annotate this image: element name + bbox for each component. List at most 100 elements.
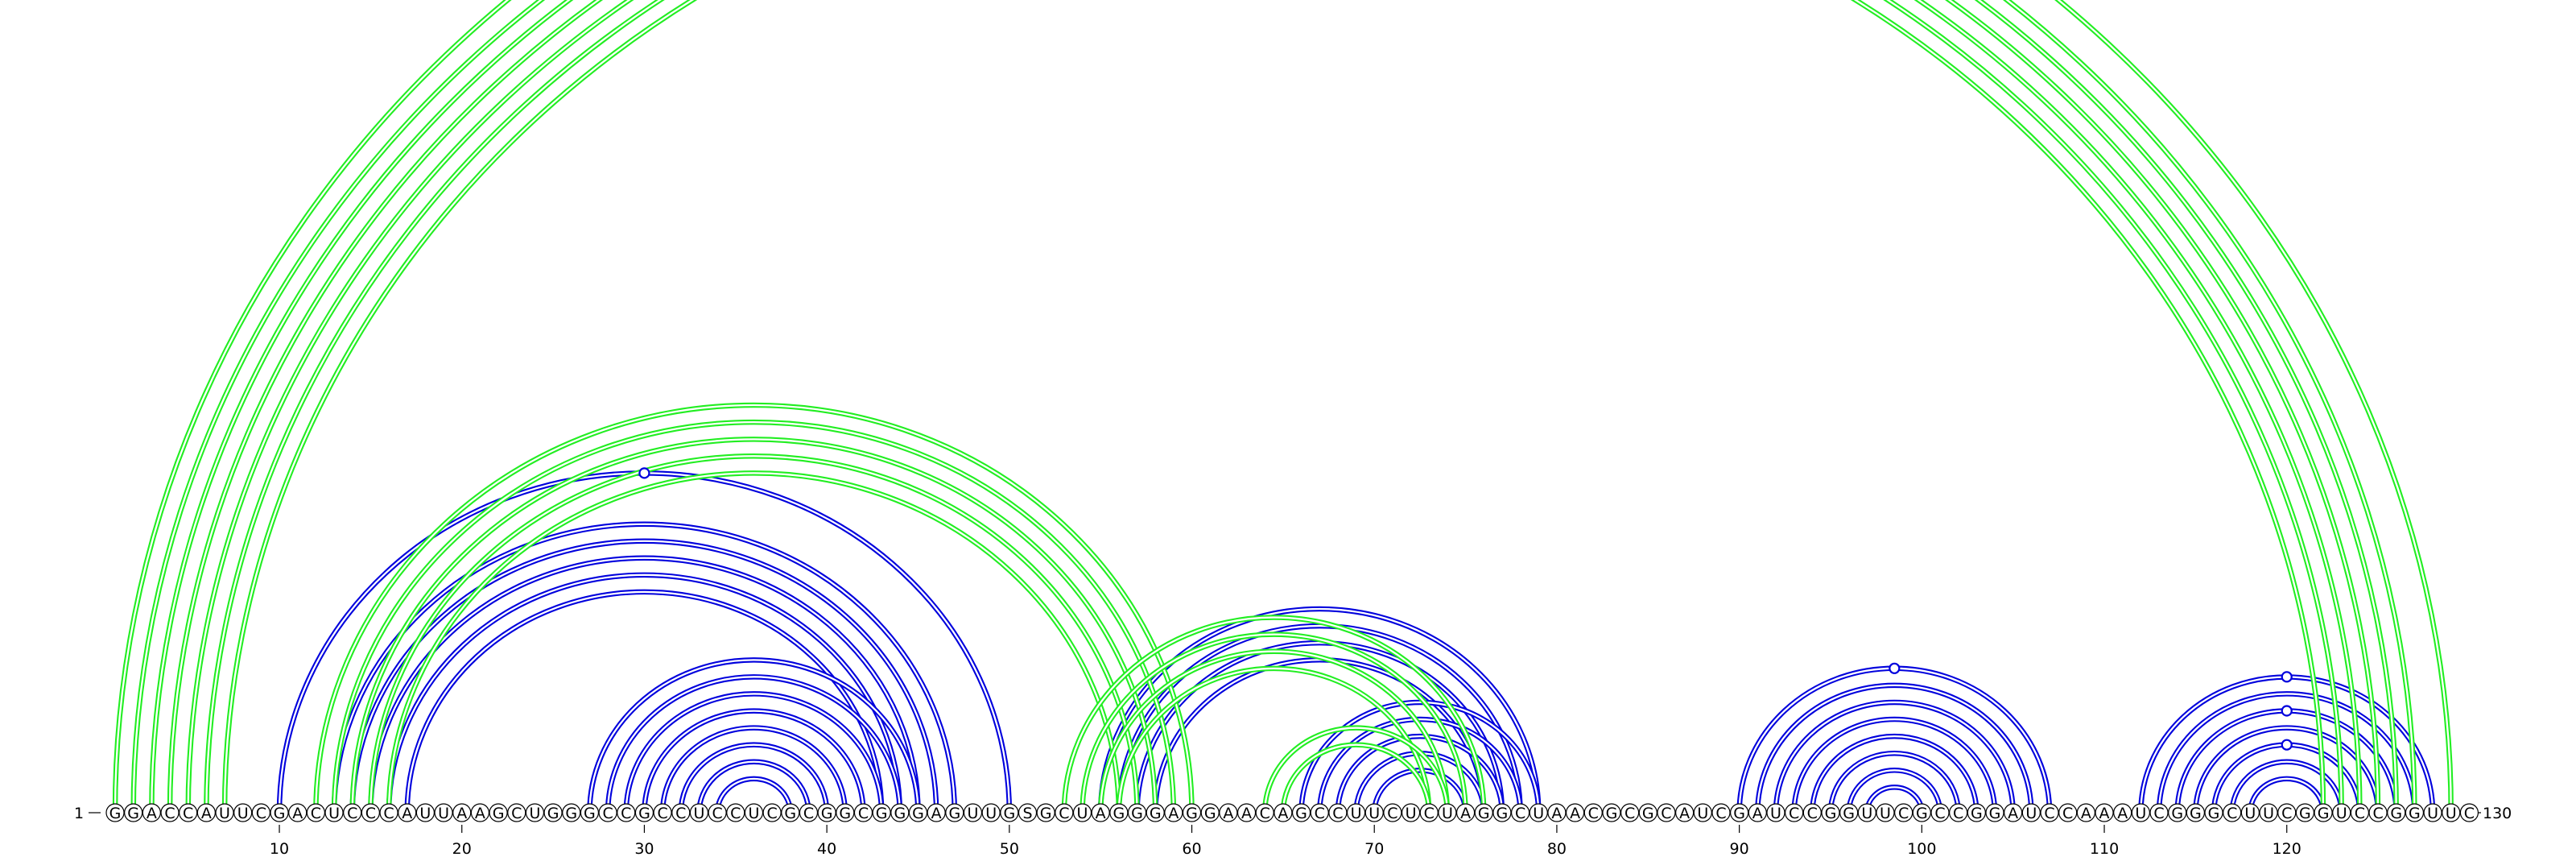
nucleotide-76-circle	[1474, 803, 1493, 822]
nucleotide-1-letter: G	[109, 805, 122, 822]
nucleotide-3-circle	[142, 803, 161, 822]
nucleotide-58-circle	[1146, 803, 1165, 822]
ticks-layer: 10 20 30 40 50 60 70 80 90 100 110 120	[270, 825, 2301, 857]
nucleotide-88-letter: U	[1697, 805, 1708, 822]
arc-structure-2-pair-18-gap	[1282, 743, 1430, 814]
nucleotide-69-circle	[1346, 803, 1366, 822]
nucleotide-8-letter: U	[237, 805, 249, 822]
nucleotide-58-letter: G	[1150, 805, 1162, 822]
nucleotide-124-circle	[2350, 803, 2370, 822]
nucleotide-104-letter: G	[1989, 805, 2001, 822]
arc-structure-2-pair-2	[134, 0, 2415, 813]
nucleotide-60-letter: G	[1186, 805, 1198, 822]
nucleotide-94-letter: C	[1807, 805, 1818, 822]
nucleotide-84-letter: C	[1624, 805, 1635, 822]
arcs-layer	[112, 0, 2454, 814]
nucleotide-70-letter: U	[1368, 805, 1380, 822]
arc-structure-2-pair-14-gap	[1081, 633, 1467, 814]
nucleotide-16-circle	[379, 803, 398, 822]
nucleotide-120-letter: C	[2281, 805, 2292, 822]
nucleotide-17-letter: A	[402, 805, 412, 822]
nucleotide-9-letter: C	[256, 805, 266, 822]
arc-structure-2-pair-3-gap	[151, 0, 2397, 814]
arc-structure-1-pair-11-gap	[661, 727, 846, 814]
nucleotide-84-circle	[1620, 803, 1640, 822]
nucleotide-3-letter: A	[147, 805, 157, 822]
nucleotide-25-letter: G	[547, 805, 559, 822]
nucleotide-92-circle	[1766, 803, 1785, 822]
arc-structure-1-pair-6-gap	[406, 590, 883, 814]
arc-structure-1-pair-28-gap	[1811, 735, 1978, 814]
arc-structure-1-pair-18-gap	[1154, 659, 1485, 814]
arc-structure-1-pair-13-gap	[698, 760, 810, 814]
nucleotide-74-circle	[1438, 803, 1457, 822]
arc-structure-1-pair-5-gap	[387, 573, 901, 814]
arc-structure-2-pair-10	[349, 437, 1158, 814]
nucleotide-124-letter: C	[2355, 805, 2365, 822]
nucleotide-40-circle	[817, 803, 836, 822]
arc-structure-2-pair-9-gap	[332, 421, 1175, 814]
nucleotide-50-letter: G	[1003, 805, 1015, 822]
nucleotide-56-letter: G	[1113, 805, 1125, 822]
nucleotide-96-circle	[1839, 803, 1859, 822]
nucleotide-75-letter: A	[1460, 805, 1471, 822]
nucleotide-116-letter: G	[2208, 805, 2220, 822]
marker-structure-1-4	[2281, 705, 2293, 717]
nucleotide-79-letter: U	[1533, 805, 1544, 822]
nucleotide-67-letter: C	[1315, 805, 1325, 822]
tick-90-label: 90	[1730, 840, 1749, 857]
nucleotide-105-letter: A	[2008, 805, 2018, 822]
nucleotide-99-circle	[1894, 803, 1913, 822]
marker-structure-1-3	[2281, 671, 2293, 683]
nucleotide-87-letter: A	[1679, 805, 1690, 822]
arc-structure-2-pair-6-gap	[205, 0, 2343, 814]
nucleotide-12-letter: C	[311, 805, 321, 822]
nucleotide-12-circle	[306, 803, 325, 822]
arc-structure-2-pair-11-gap	[369, 455, 1138, 814]
arc-structure-1-pair-17-gap	[1136, 642, 1504, 814]
nucleotide-15-letter: C	[365, 805, 376, 822]
nucleotide-8-circle	[233, 803, 253, 822]
nucleotide-41-letter: G	[839, 805, 851, 822]
nucleotide-4-circle	[160, 803, 180, 822]
nucleotide-69-letter: U	[1351, 805, 1362, 822]
nucleotide-111-letter: A	[2117, 805, 2128, 822]
nucleotide-80-letter: A	[1551, 805, 1562, 822]
nucleotide-106-circle	[2021, 803, 2041, 822]
nucleotide-68-circle	[1328, 803, 1348, 822]
nucleotide-127-circle	[2405, 803, 2425, 822]
nucleotide-36-circle	[744, 803, 764, 822]
nucleotide-11-circle	[288, 803, 308, 822]
nucleotide-103-letter: G	[1971, 805, 1983, 822]
nucleotide-11-letter: A	[292, 805, 303, 822]
arc-structure-2-pair-6	[204, 0, 2344, 814]
nucleotide-20-circle	[452, 803, 472, 822]
nucleotide-73-letter: C	[1424, 805, 1435, 822]
nucleotide-117-letter: C	[2227, 805, 2237, 822]
nucleotide-39-circle	[799, 803, 819, 822]
nucleotide-116-circle	[2204, 803, 2223, 822]
arc-structure-1-pair-37-gap	[2231, 760, 2343, 814]
nucleotide-42-circle	[853, 803, 873, 822]
nucleotide-101-circle	[1930, 803, 1950, 822]
arc-structure-1-pair-9-gap	[625, 693, 883, 814]
nucleotide-59-letter: A	[1168, 805, 1179, 822]
nucleotide-106-letter: U	[2025, 805, 2037, 822]
nucleotide-130-circle	[2459, 803, 2479, 822]
nucleotide-122-letter: G	[2318, 805, 2330, 822]
arc-structure-1-pair-20-gap	[1319, 718, 1521, 814]
nucleotide-1-circle	[105, 803, 125, 822]
arc-structure-2-pair-12-gap	[387, 472, 1120, 814]
nucleotide-32-letter: C	[675, 805, 686, 822]
arc-structure-1-pair-21-gap	[1336, 735, 1504, 814]
nucleotide-30-letter: G	[638, 805, 650, 822]
arc-structure-2-pair-1-gap	[114, 0, 2452, 814]
nucleotide-22-letter: G	[493, 805, 505, 822]
nucleotide-113-circle	[2149, 803, 2169, 822]
nucleotide-24-letter: U	[529, 805, 540, 822]
nucleotide-23-letter: C	[511, 805, 522, 822]
arc-structure-1-pair-8-gap	[606, 676, 901, 814]
nucleotide-71-letter: C	[1387, 805, 1397, 822]
nucleotide-37-circle	[762, 803, 782, 822]
